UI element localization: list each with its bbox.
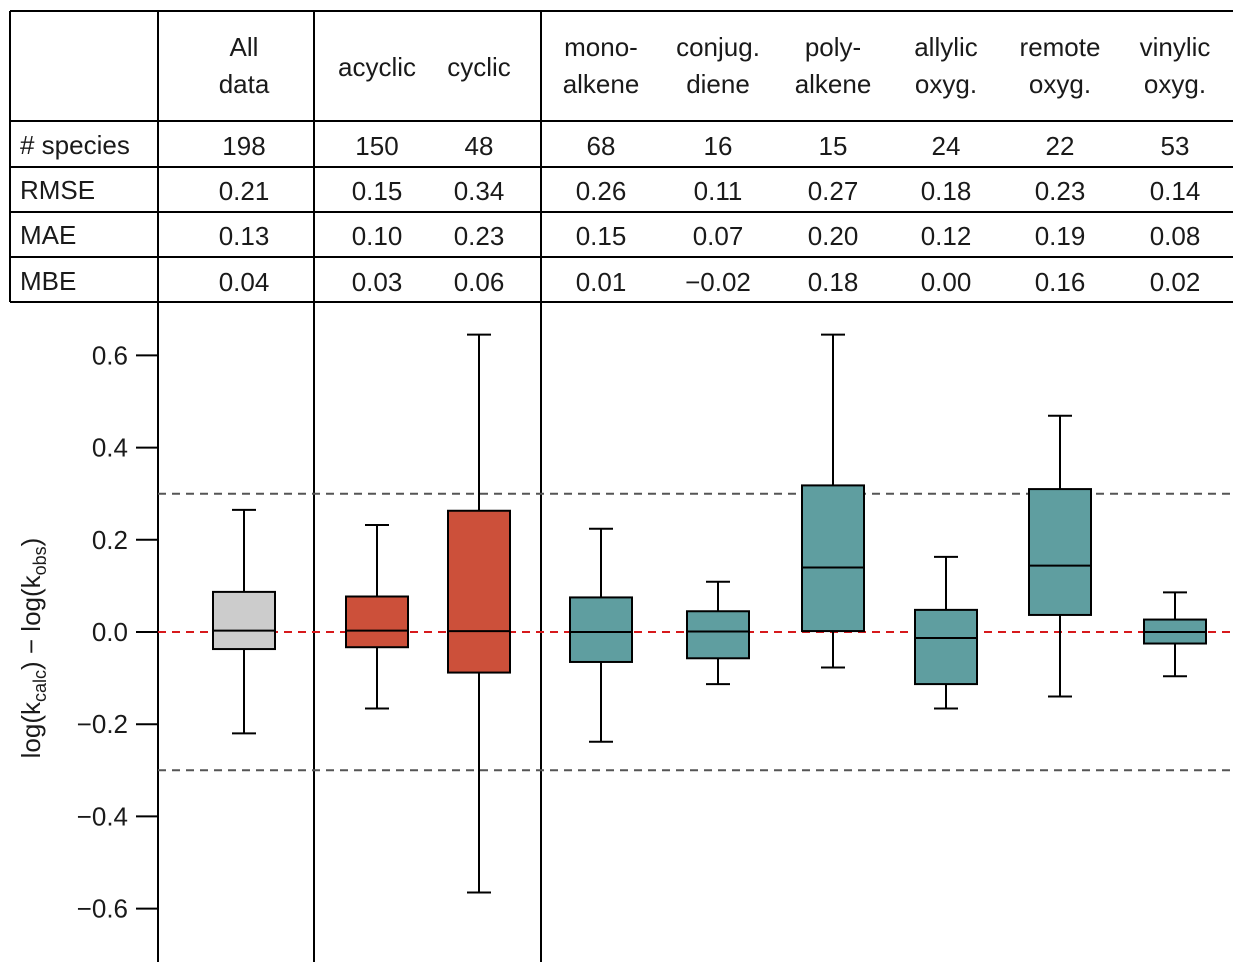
- cell-rmse-acyclic: 0.15: [352, 176, 403, 206]
- cell-mae-vinylic: 0.08: [1150, 221, 1201, 251]
- box-series: [212, 333, 1207, 894]
- y-tick-label: 0.4: [92, 433, 128, 463]
- column-header-mono: alkene: [563, 69, 640, 99]
- stats-table: # species 198 150 48 68 16 15 24 22 53 RMSE 0.21 0.1…: [20, 130, 1200, 297]
- box-allylic: [914, 555, 978, 710]
- iqr-box: [569, 596, 633, 663]
- column-header-allylic: allylic: [914, 32, 978, 62]
- cell-rmse-poly: 0.27: [808, 176, 859, 206]
- iqr-box: [212, 590, 276, 651]
- box-acyclic: [345, 524, 409, 710]
- y-axis-label: log(kcalc) − log(kobs): [16, 538, 50, 759]
- cell-mbe-all: 0.04: [219, 267, 270, 297]
- column-header-remote: remote: [1020, 32, 1101, 62]
- cell-mae-remote: 0.19: [1035, 221, 1086, 251]
- row-label-mbe: MBE: [20, 266, 76, 296]
- cell-mae-acyclic: 0.10: [352, 221, 403, 251]
- y-tick-label: −0.4: [77, 801, 128, 831]
- box-poly: [801, 333, 865, 669]
- cell-species-conjug: 16: [704, 131, 733, 161]
- column-header-vinylic: vinylic: [1140, 32, 1211, 62]
- column-header-conjug: conjug.: [676, 32, 760, 62]
- row-label-species: # species: [20, 130, 130, 160]
- cell-mbe-mono: 0.01: [576, 267, 627, 297]
- row-label-mae: MAE: [20, 220, 76, 250]
- iqr-box: [1028, 488, 1092, 616]
- cell-species-acyclic: 150: [355, 131, 398, 161]
- y-tick-label: 0.6: [92, 340, 128, 370]
- cell-rmse-all: 0.21: [219, 176, 270, 206]
- y-tick-label: 0.0: [92, 617, 128, 647]
- column-header-all: All: [230, 32, 259, 62]
- y-tick-label: −0.6: [77, 894, 128, 924]
- cell-mbe-allylic: 0.00: [921, 267, 972, 297]
- cell-mbe-acyclic: 0.03: [352, 267, 403, 297]
- column-header-acyclic: acyclic: [338, 52, 416, 82]
- table-grid: [9, 10, 1233, 962]
- cell-mae-all: 0.13: [219, 221, 270, 251]
- column-headers: All data acyclic cyclic mono-alkene conjug. di…: [219, 32, 1211, 99]
- cell-rmse-cyclic: 0.34: [454, 176, 505, 206]
- iqr-box: [447, 509, 511, 674]
- iqr-box: [686, 610, 750, 660]
- cell-mae-allylic: 0.12: [921, 221, 972, 251]
- box-conjug: [686, 580, 750, 686]
- column-header-allylic: oxyg.: [915, 69, 977, 99]
- cell-mbe-poly: 0.18: [808, 267, 859, 297]
- cell-mbe-vinylic: 0.02: [1150, 267, 1201, 297]
- cell-species-remote: 22: [1046, 131, 1075, 161]
- cell-species-vinylic: 53: [1161, 131, 1190, 161]
- cell-species-cyclic: 48: [465, 131, 494, 161]
- iqr-box: [801, 484, 865, 633]
- cell-mae-conjug: 0.07: [693, 221, 744, 251]
- cell-rmse-conjug: 0.11: [694, 176, 743, 206]
- cell-rmse-vinylic: 0.14: [1150, 176, 1201, 206]
- column-header-all: data: [219, 69, 270, 99]
- y-axis: 0.6 0.4 0.2 0.0 −0.2 −0.4 −0.6: [77, 340, 158, 924]
- column-header-conjug: diene: [686, 69, 750, 99]
- iqr-box: [345, 595, 409, 649]
- iqr-box: [914, 608, 978, 686]
- column-header-mono: mono-: [564, 32, 638, 62]
- cell-mbe-remote: 0.16: [1035, 267, 1086, 297]
- cell-rmse-mono: 0.26: [576, 176, 627, 206]
- cell-mae-cyclic: 0.23: [454, 221, 505, 251]
- cell-mae-poly: 0.20: [808, 221, 859, 251]
- cell-mbe-cyclic: 0.06: [454, 267, 505, 297]
- box-all: [212, 508, 276, 735]
- cell-rmse-remote: 0.23: [1035, 176, 1086, 206]
- box-remote: [1028, 414, 1092, 698]
- cell-mbe-conjug: −0.02: [685, 267, 751, 297]
- column-header-cyclic: cyclic: [447, 52, 511, 82]
- cell-species-allylic: 24: [932, 131, 961, 161]
- box-vinylic: [1143, 591, 1207, 678]
- cell-mae-mono: 0.15: [576, 221, 627, 251]
- row-label-rmse: RMSE: [20, 175, 95, 205]
- cell-species-all: 198: [222, 131, 265, 161]
- cell-species-mono: 68: [587, 131, 616, 161]
- box-mono: [569, 527, 633, 743]
- column-header-remote: oxyg.: [1029, 69, 1091, 99]
- column-header-poly: poly-: [805, 32, 861, 62]
- column-header-poly: alkene: [795, 69, 872, 99]
- box-cyclic: [447, 333, 511, 894]
- column-header-vinylic: oxyg.: [1144, 69, 1206, 99]
- cell-species-poly: 15: [819, 131, 848, 161]
- y-tick-label: −0.2: [77, 709, 128, 739]
- cell-rmse-allylic: 0.18: [921, 176, 972, 206]
- y-tick-label: 0.2: [92, 525, 128, 555]
